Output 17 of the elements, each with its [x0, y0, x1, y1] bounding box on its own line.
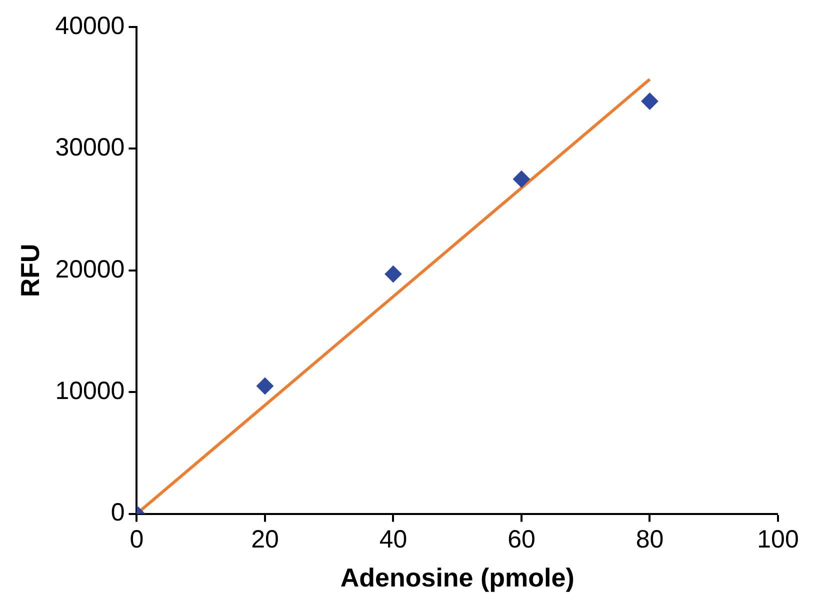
- y-tick-label: 40000: [55, 12, 125, 40]
- x-axis-title: Adenosine (pmole): [340, 562, 574, 593]
- x-tick-label: 100: [757, 526, 799, 554]
- y-tick-label: 0: [110, 498, 125, 527]
- point: [384, 266, 402, 283]
- x-tick-label: 80: [636, 526, 664, 554]
- x-tick-label: 60: [508, 526, 536, 554]
- y-tick-label: 30000: [55, 134, 125, 162]
- point: [641, 92, 658, 110]
- x-tick-label: 20: [251, 526, 279, 554]
- point: [256, 378, 274, 395]
- point: [512, 170, 530, 188]
- x-tick-label: 0: [130, 526, 144, 554]
- y-axis-title: RFU: [14, 244, 45, 298]
- x-tick-label: 40: [379, 526, 408, 554]
- y-tick-label: 10000: [55, 376, 125, 405]
- y-tick-label: 20000: [55, 255, 125, 284]
